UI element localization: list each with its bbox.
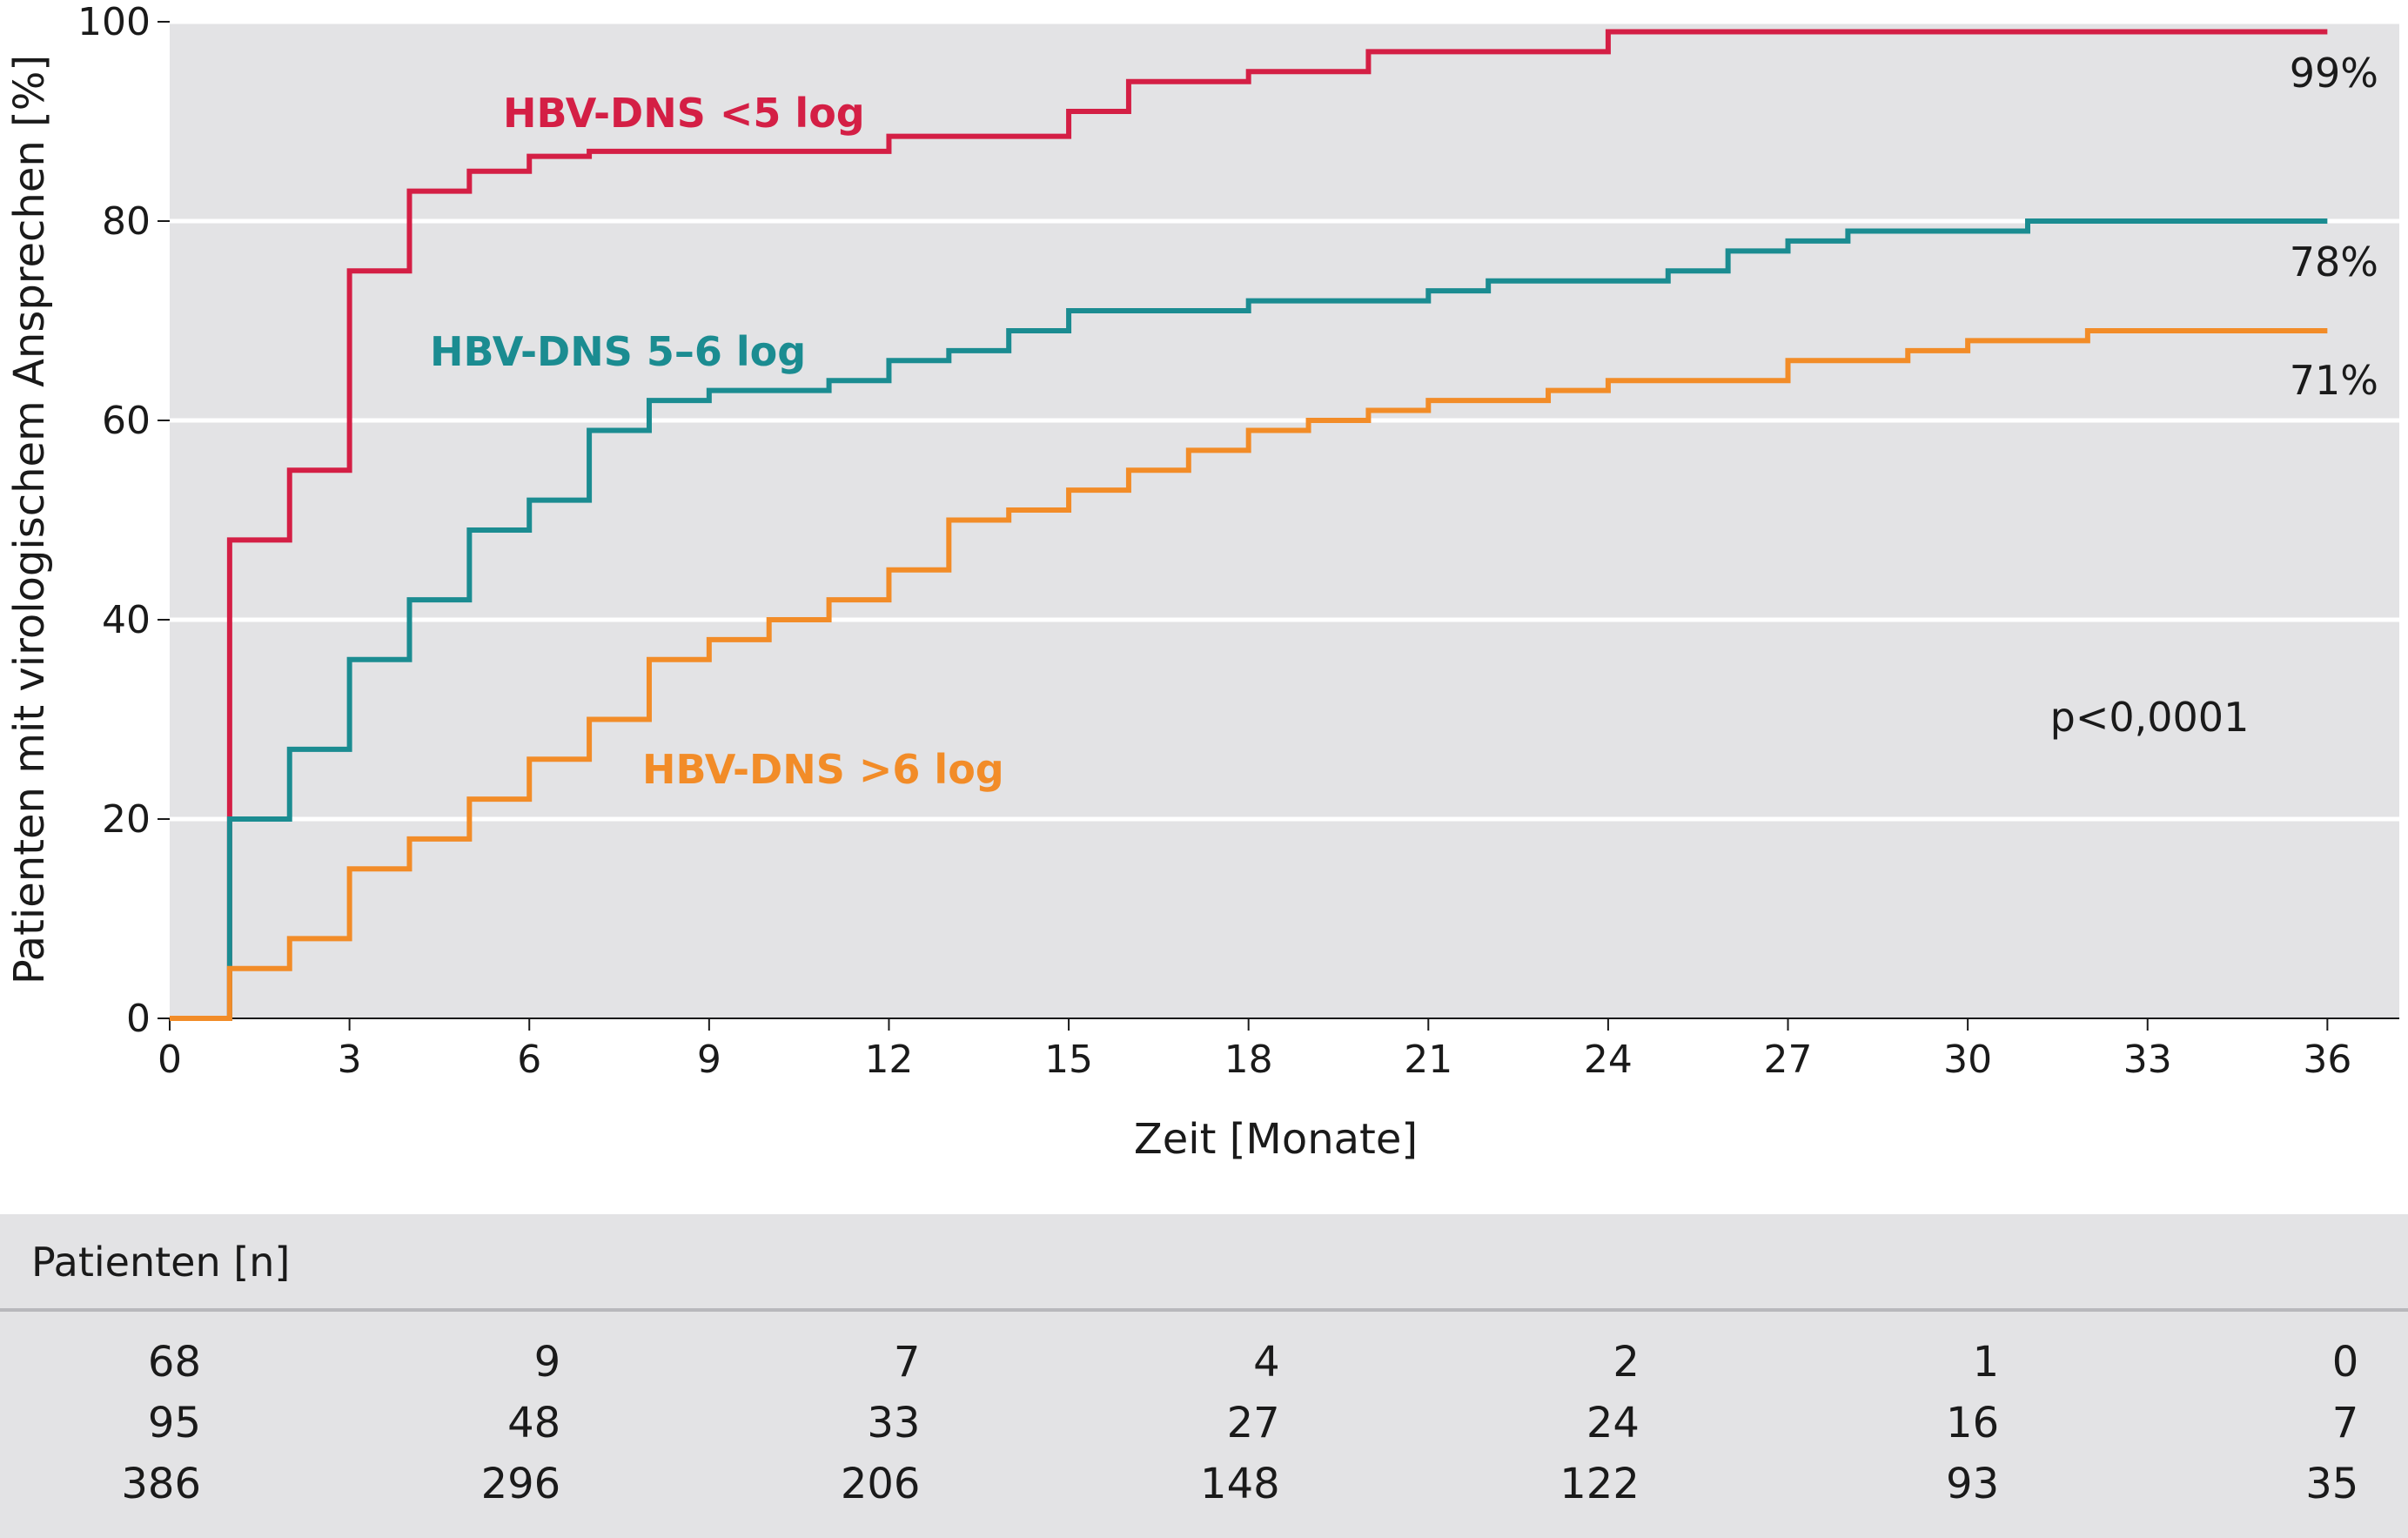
risk-cell-r2-c2: 206 — [840, 1460, 921, 1508]
x-tick-label-15: 15 — [1044, 1038, 1093, 1082]
risk-cell-r0-c2: 7 — [893, 1338, 921, 1387]
series-line-1 — [170, 218, 2328, 1021]
end-label-gt6: 71% — [2290, 357, 2378, 404]
risk-cell-r0-c6: 0 — [2331, 1338, 2359, 1387]
series-line-0 — [170, 29, 2328, 1021]
series-label-lt5: HBV-DNS <5 log — [503, 90, 865, 137]
risk-cell-r2-c4: 122 — [1559, 1460, 1640, 1508]
p-value-annotation: p<0,0001 — [2050, 694, 2250, 741]
risk-cell-r1-c1: 48 — [507, 1399, 561, 1447]
y-tick-label-0: 0 — [126, 997, 151, 1041]
risk-cell-r1-c4: 24 — [1586, 1399, 1640, 1447]
x-tick-label-0: 0 — [158, 1038, 182, 1082]
y-tick-label-20: 20 — [102, 797, 151, 842]
risk-cell-r0-c3: 4 — [1253, 1338, 1280, 1387]
risk-cell-r2-c0: 386 — [121, 1460, 201, 1508]
y-tick-label-60: 60 — [102, 399, 151, 443]
x-axis-title: Zeit [Monate] — [1134, 1115, 1418, 1164]
y-tick-label-80: 80 — [102, 199, 151, 244]
x-tick-label-33: 33 — [2123, 1038, 2172, 1082]
risk-table-divider — [0, 1308, 2408, 1312]
plot-background — [170, 22, 2399, 1018]
x-tick-label-30: 30 — [1943, 1038, 1992, 1082]
risk-cell-r1-c2: 33 — [867, 1399, 921, 1447]
risk-cell-r2-c3: 148 — [1200, 1460, 1280, 1508]
x-tick-label-27: 27 — [1764, 1038, 1813, 1082]
risk-cell-r0-c4: 2 — [1613, 1338, 1640, 1387]
gridlines — [170, 19, 2399, 822]
end-label-5-6: 78% — [2290, 238, 2378, 285]
risk-cell-r1-c3: 27 — [1226, 1399, 1280, 1447]
risk-cell-r0-c1: 9 — [533, 1338, 561, 1387]
series-label-gt6: HBV-DNS >6 log — [642, 746, 1004, 793]
risk-cell-r2-c6: 35 — [2305, 1460, 2359, 1508]
series-lines — [170, 29, 2328, 1021]
risk-cell-r2-c1: 296 — [480, 1460, 561, 1508]
x-tick-label-9: 9 — [697, 1038, 721, 1082]
series-line-2 — [170, 327, 2328, 1021]
risk-cell-r1-c5: 16 — [1946, 1399, 2000, 1447]
x-tick-label-36: 36 — [2303, 1038, 2351, 1082]
y-tick-label-100: 100 — [77, 0, 151, 44]
x-tick-label-24: 24 — [1584, 1038, 1633, 1082]
y-axis-title: Patienten mit virologischem Ansprechen [… — [5, 55, 54, 984]
risk-cell-r0-c5: 1 — [1972, 1338, 2000, 1387]
risk-cell-r2-c5: 93 — [1946, 1460, 2000, 1508]
risk-table-header: Patienten [n] — [31, 1239, 291, 1286]
y-tick-label-40: 40 — [102, 598, 151, 642]
x-tick-label-18: 18 — [1224, 1038, 1273, 1082]
patients-at-risk-table: Patienten [n] 68 9 7 4 2 1 0 95 48 33 27 24 16 7 386 29… — [0, 1214, 2408, 1538]
risk-cell-r1-c0: 95 — [147, 1399, 201, 1447]
x-tick-label-6: 6 — [517, 1038, 541, 1082]
series-label-5-6: HBV-DNS 5–6 log — [430, 328, 806, 375]
end-label-lt5: 99% — [2290, 50, 2378, 97]
x-tick-label-3: 3 — [338, 1038, 362, 1082]
x-tick-label-12: 12 — [864, 1038, 913, 1082]
risk-cell-r1-c6: 7 — [2331, 1399, 2359, 1447]
risk-cell-r0-c0: 68 — [147, 1338, 201, 1387]
x-tick-label-21: 21 — [1404, 1038, 1452, 1082]
